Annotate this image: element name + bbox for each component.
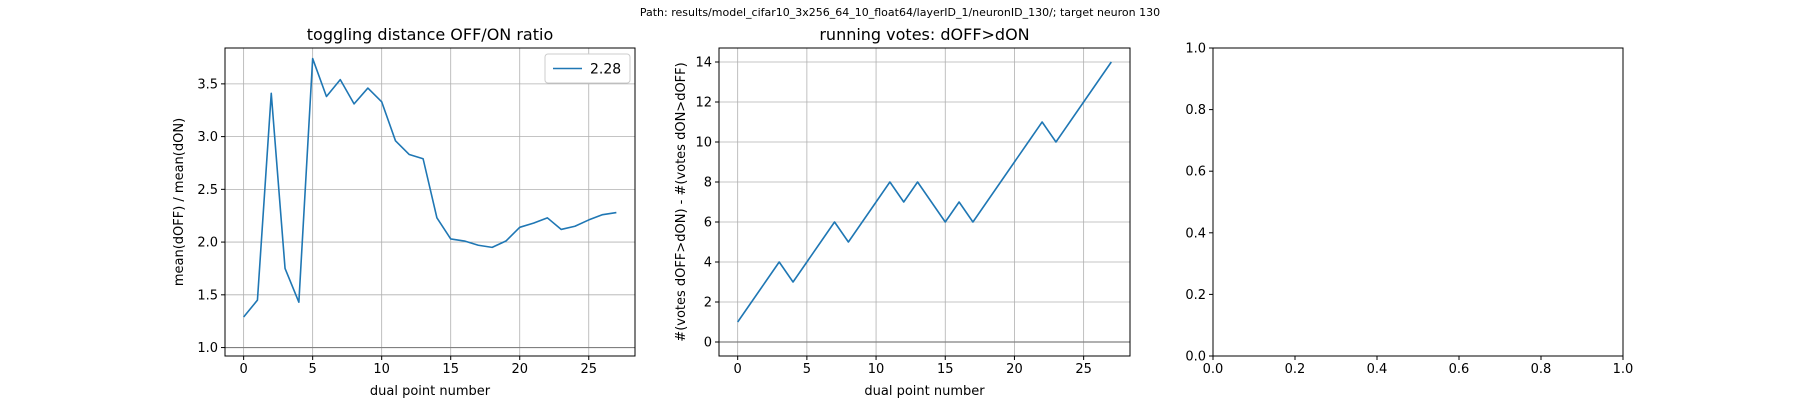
y-tick-label: 14	[695, 56, 712, 71]
y-tick-label: 1.0	[1185, 42, 1206, 57]
x-tick-label: 1.0	[1613, 362, 1634, 377]
empty-chart: 0.0 0.2 0.4 0.6 0.8 1.0 0.0 0.2 0.4 0.6 0.8 1.0	[1185, 42, 1633, 378]
x-tick-label: 25	[580, 362, 597, 377]
y-axis-label: #(votes dOFF>dON) - #(votes dON>dOFF)	[674, 62, 689, 341]
x-tick-label: 0.8	[1531, 362, 1552, 377]
x-tick-label: 0.0	[1203, 362, 1224, 377]
votes-chart: 0 5 10 15 20 25 0 2 4 6 8 10 12 14 running votes: dOFF…	[674, 25, 1131, 399]
x-tick-label: 20	[511, 362, 528, 377]
y-tick-label: 2.0	[197, 236, 218, 251]
x-axis-label: dual point number	[864, 384, 985, 399]
x-tick-label: 0	[239, 362, 247, 377]
y-tick-label: 3.5	[197, 77, 218, 92]
series-line-0	[737, 61, 1112, 323]
y-tick-label: 0.8	[1185, 103, 1206, 118]
y-tick-label: 1.0	[197, 341, 218, 356]
x-tick-label: 0.4	[1367, 362, 1388, 377]
y-tick-label: 0.6	[1185, 165, 1206, 180]
axes-frame	[718, 47, 1131, 357]
x-tick-label: 5	[309, 362, 317, 377]
chart-title: toggling distance OFF/ON ratio	[307, 25, 553, 44]
legend-entry: 2.28	[590, 62, 621, 78]
y-tick-label: 0.4	[1185, 226, 1206, 241]
y-tick-label: 6	[704, 216, 712, 231]
y-tick-label: 1.5	[197, 288, 218, 303]
y-tick-label: 0.2	[1185, 288, 1206, 303]
y-tick-label: 2.5	[197, 183, 218, 198]
x-tick-label: 25	[1075, 362, 1092, 377]
y-tick-label: 2	[704, 296, 712, 311]
y-tick-label: 0.0	[1185, 350, 1206, 365]
chart-title: running votes: dOFF>dON	[819, 25, 1029, 44]
x-tick-label: 0	[734, 362, 742, 377]
y-tick-label: 12	[695, 96, 712, 111]
ratio-chart: 0 5 10 15 20 25 1.0 1.5 2.0 2.5 3.0 3.5 toggling dis…	[172, 25, 636, 399]
x-tick-label: 10	[373, 362, 390, 377]
series-line-0	[243, 57, 617, 318]
x-tick-label: 15	[442, 362, 459, 377]
x-tick-label: 20	[1006, 362, 1023, 377]
figure-suptitle: Path: results/model_cifar10_3x256_64_10_…	[640, 6, 1160, 19]
y-tick-label: 8	[704, 176, 712, 191]
y-axis-label: mean(dOFF) / mean(dON)	[172, 118, 187, 286]
x-tick-label: 0.2	[1285, 362, 1306, 377]
y-tick-label: 3.0	[197, 130, 218, 145]
legend-box	[544, 53, 631, 84]
y-tick-label: 0	[704, 336, 712, 351]
x-axis-label: dual point number	[370, 384, 491, 399]
y-tick-label: 10	[695, 136, 712, 151]
axes-frame	[1212, 47, 1624, 357]
x-tick-label: 0.6	[1449, 362, 1470, 377]
x-tick-label: 5	[803, 362, 811, 377]
axes-frame	[224, 47, 636, 357]
chart-legend: 2.28	[544, 53, 631, 84]
y-tick-label: 4	[704, 256, 712, 271]
x-tick-label: 10	[868, 362, 885, 377]
x-tick-label: 15	[937, 362, 954, 377]
